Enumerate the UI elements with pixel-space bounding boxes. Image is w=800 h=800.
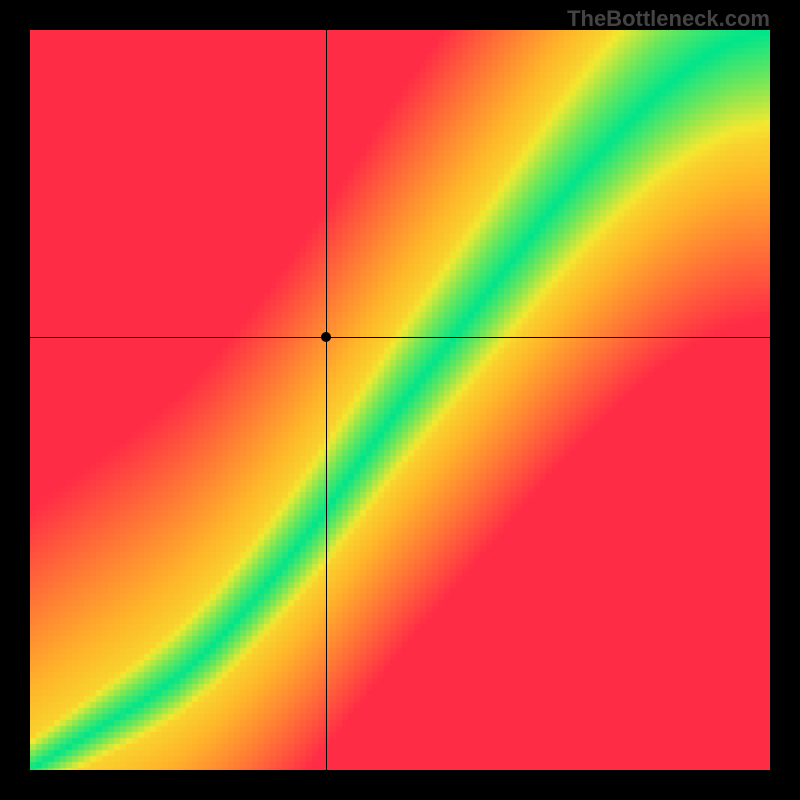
heatmap-canvas bbox=[30, 30, 770, 770]
plot-area bbox=[30, 30, 770, 770]
crosshair-marker-dot bbox=[321, 332, 331, 342]
chart-container: TheBottleneck.com bbox=[0, 0, 800, 800]
watermark-text: TheBottleneck.com bbox=[567, 6, 770, 32]
crosshair-vertical bbox=[326, 30, 327, 770]
crosshair-horizontal bbox=[30, 337, 770, 338]
